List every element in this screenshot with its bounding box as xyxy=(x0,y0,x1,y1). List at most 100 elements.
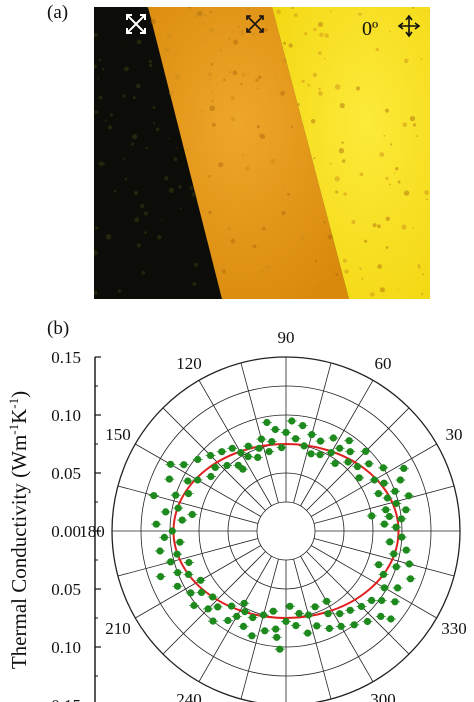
speckle xyxy=(281,58,287,63)
polarized-micrograph: 0º xyxy=(94,7,430,299)
data-point xyxy=(278,444,286,452)
speckle xyxy=(150,18,156,25)
speckle xyxy=(168,137,170,140)
speckle xyxy=(247,259,250,261)
angle-tick-label: 300 xyxy=(370,690,396,702)
speckle xyxy=(412,227,415,229)
speckle xyxy=(257,88,259,90)
data-point xyxy=(336,610,344,618)
speckle xyxy=(102,162,105,165)
speckle xyxy=(334,84,341,90)
speckle xyxy=(288,43,293,48)
data-point xyxy=(363,617,372,626)
data-point xyxy=(402,506,410,514)
data-point xyxy=(406,575,415,583)
speckle xyxy=(211,30,214,32)
data-point xyxy=(239,465,247,473)
speckle xyxy=(94,110,99,114)
speckle xyxy=(136,243,141,248)
data-point xyxy=(263,418,271,427)
data-point xyxy=(209,593,217,601)
data-point xyxy=(396,476,404,484)
data-point xyxy=(184,490,193,498)
speckle xyxy=(245,227,248,229)
speckle xyxy=(148,63,153,68)
speckle xyxy=(211,99,214,102)
speckle xyxy=(255,78,259,82)
data-point xyxy=(244,453,252,461)
speckle xyxy=(136,83,141,89)
data-point xyxy=(382,506,390,514)
speckle xyxy=(316,285,322,291)
speckle xyxy=(191,192,196,197)
speckle xyxy=(409,115,416,122)
data-point xyxy=(184,570,193,578)
grid-spoke xyxy=(300,555,374,682)
data-point xyxy=(390,550,398,558)
speckle xyxy=(173,157,178,162)
data-point xyxy=(185,558,193,567)
speckle xyxy=(385,216,390,221)
radial-tick-label: 0.15 xyxy=(51,348,81,367)
data-point xyxy=(292,435,300,443)
speckle xyxy=(208,210,212,215)
data-point xyxy=(365,460,373,468)
speckle xyxy=(319,32,324,37)
speckle xyxy=(193,262,199,267)
speckle xyxy=(240,83,243,86)
grid-spoke xyxy=(162,407,266,511)
speckle xyxy=(187,7,191,9)
data-point xyxy=(380,584,388,592)
data-point xyxy=(173,550,181,558)
data-point xyxy=(273,633,281,641)
speckle xyxy=(310,119,316,124)
speckle xyxy=(208,175,211,178)
speckle xyxy=(192,282,197,286)
data-point xyxy=(214,603,222,611)
speckle xyxy=(204,14,206,16)
speckle xyxy=(402,122,408,128)
speckle xyxy=(291,7,294,10)
speckle xyxy=(185,148,188,151)
speckle xyxy=(202,22,205,25)
speckle xyxy=(157,235,162,240)
speckle xyxy=(389,183,391,186)
data-point xyxy=(387,615,395,623)
grid-spoke xyxy=(306,407,410,511)
radial-tick-label: 0.05 xyxy=(51,580,81,599)
data-point xyxy=(188,510,196,519)
speckle xyxy=(280,90,285,96)
data-point xyxy=(304,629,312,637)
speckle xyxy=(257,75,262,80)
speckle xyxy=(174,74,180,80)
speckle xyxy=(341,159,346,163)
speckle xyxy=(258,132,263,138)
data-point xyxy=(370,476,378,484)
defect-speckles xyxy=(94,7,430,297)
speckle xyxy=(338,148,345,154)
data-point xyxy=(272,625,280,633)
speckle xyxy=(164,176,169,181)
angle-tick-label: 330 xyxy=(441,619,467,638)
data-point xyxy=(168,527,176,535)
data-point xyxy=(385,512,393,521)
speckle xyxy=(98,161,104,167)
speckle xyxy=(98,59,102,62)
speckle xyxy=(359,267,362,270)
data-point xyxy=(324,610,332,618)
speckle xyxy=(385,108,389,113)
speckle xyxy=(401,224,407,230)
y-axis-label-end: ) xyxy=(7,391,31,398)
data-point xyxy=(178,516,186,524)
speckle xyxy=(335,190,339,194)
speckle xyxy=(179,207,182,210)
speckle xyxy=(241,73,246,77)
panel-b-label: (b) xyxy=(47,318,70,339)
speckle xyxy=(318,91,323,96)
data-point xyxy=(368,512,376,520)
speckle xyxy=(385,246,389,249)
speckle xyxy=(318,51,322,55)
data-point xyxy=(197,588,206,596)
speckle xyxy=(385,176,389,181)
data-point xyxy=(375,561,383,569)
